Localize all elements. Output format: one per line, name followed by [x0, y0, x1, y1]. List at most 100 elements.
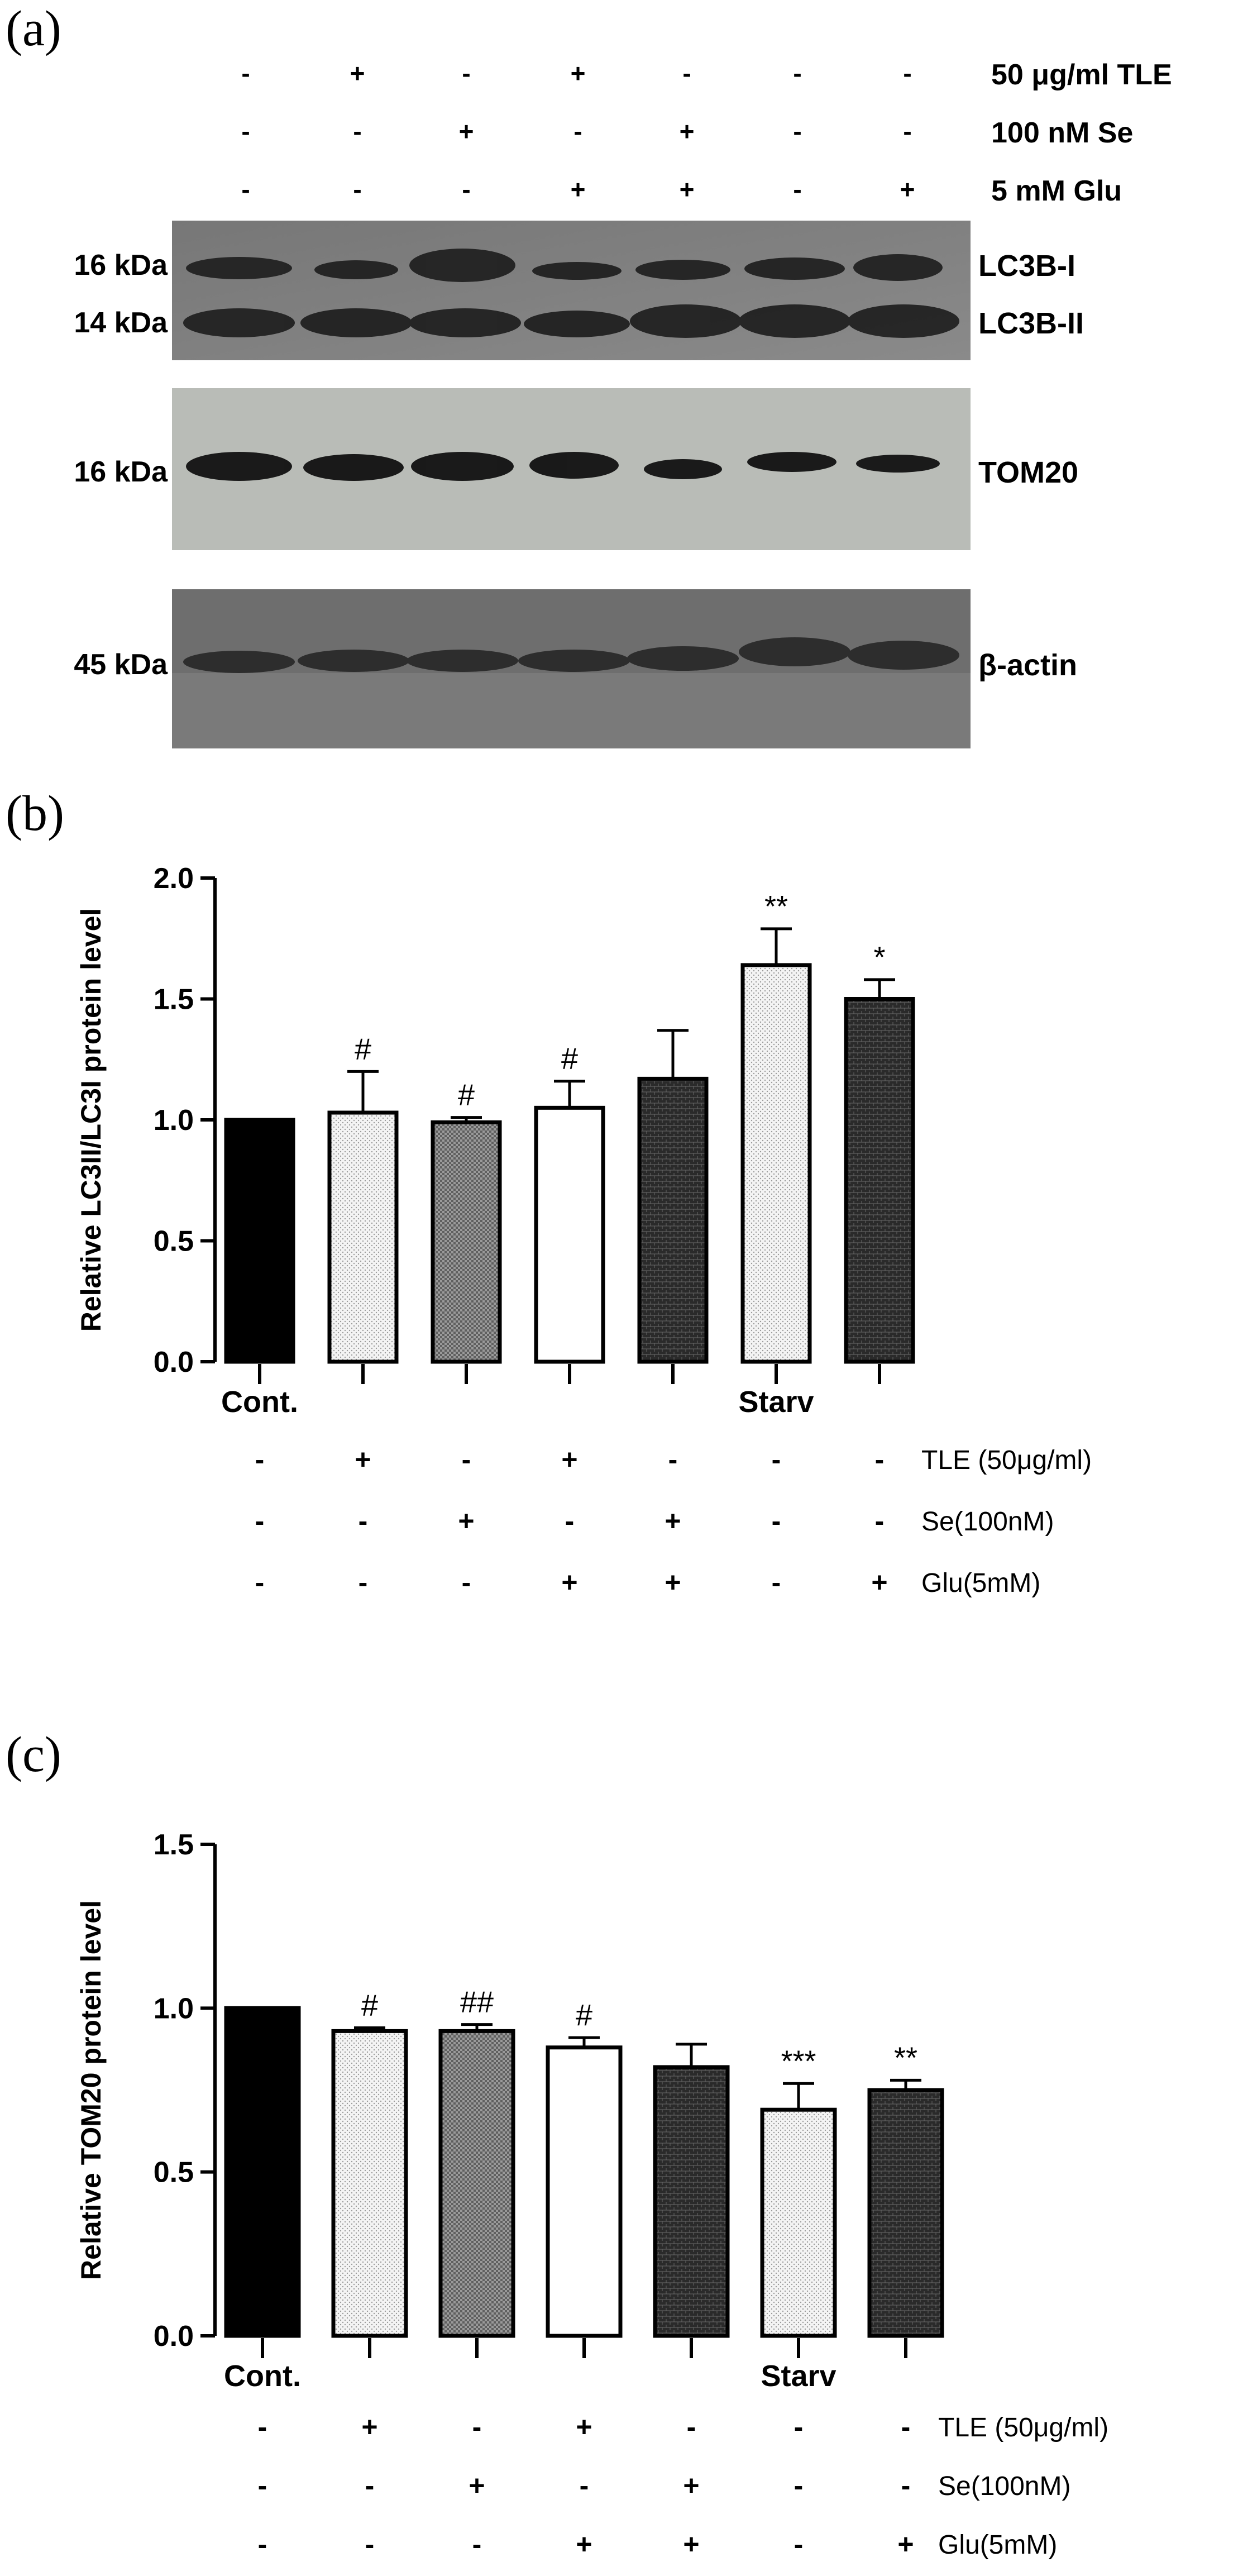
treatment-sign: - [353, 117, 362, 146]
treatment-sign: + [900, 175, 915, 204]
treatment-sign: - [903, 117, 912, 146]
treatment-label-se: 100 nM Se [991, 117, 1134, 149]
treatment-sign: - [241, 59, 250, 88]
treatment-sign: + [561, 1567, 577, 1598]
y-tick-label: 1.0 [154, 1104, 194, 1137]
treatment-sign: - [258, 2470, 267, 2501]
y-tick-label: 0.0 [154, 1346, 194, 1378]
treatment-sign: + [665, 1567, 681, 1598]
significance-label: # [355, 1032, 371, 1066]
kda-label-16: 16 kDa [74, 249, 168, 282]
treatment-sign: - [255, 1444, 265, 1475]
group-label: Starv [761, 2359, 836, 2393]
treatment-sign: - [901, 2470, 911, 2501]
blot-lc3b-image [172, 221, 971, 360]
treatment-sign: + [458, 1505, 474, 1537]
treatment-sign: - [793, 117, 802, 146]
bar-2 [331, 2029, 408, 2338]
significance-label: * [873, 941, 885, 974]
treatment-sign: - [875, 1505, 885, 1537]
treatment-sign: - [687, 2411, 696, 2443]
treatment-sign: - [258, 2411, 267, 2443]
bar-4 [546, 2045, 623, 2338]
y-tick-label: 1.0 [154, 1992, 194, 2025]
group-label: Cont. [224, 2359, 301, 2393]
y-tick-label: 2.0 [154, 862, 194, 895]
treatment-sign: - [255, 1505, 265, 1537]
panel-b-letter: (b) [6, 786, 64, 841]
treatment-sign: + [361, 2411, 377, 2443]
treatment-sign: - [462, 59, 471, 88]
treatment-sign: - [794, 2411, 804, 2443]
treatment-sign: - [901, 2411, 911, 2443]
treatment-sign: - [359, 1505, 368, 1537]
treatment-sign: - [903, 59, 912, 88]
y-tick-label: 0.0 [154, 2320, 194, 2353]
significance-label: ** [764, 890, 788, 923]
panel-a-letter: (a) [6, 1, 61, 56]
treatment-sign: - [682, 59, 691, 88]
bar-5 [637, 1076, 709, 1364]
y-axis-label: Relative LC3II/LC3I protein level [75, 908, 107, 1332]
blot-tom20-image [172, 388, 971, 550]
treatment-sign: + [683, 2529, 699, 2560]
group-label: Starv [738, 1385, 814, 1419]
bar-3 [438, 2029, 515, 2338]
bar-7 [844, 997, 915, 1364]
treatment-sign: - [462, 1567, 471, 1598]
blot-beta-actin-image [172, 589, 971, 748]
treatment-label: TLE (50μg/ml) [921, 1446, 1092, 1475]
bar-3 [431, 1120, 502, 1364]
blot-label-lc3b-ii: LC3B-II [978, 307, 1084, 340]
significance-label: ** [894, 2041, 917, 2074]
treatment-sign: + [570, 59, 586, 88]
treatment-sign: - [875, 1444, 885, 1475]
treatment-label-glu: 5 mM Glu [991, 175, 1122, 207]
treatment-sign: + [355, 1444, 371, 1475]
bar-6 [740, 963, 812, 1364]
treatment-label: Glu(5mM) [921, 1568, 1040, 1598]
treatment-label: Glu(5mM) [938, 2530, 1057, 2560]
treatment-sign: - [772, 1444, 781, 1475]
treatment-sign: + [897, 2529, 914, 2560]
bar-1 [224, 1118, 295, 1364]
treatment-sign: - [668, 1444, 678, 1475]
treatment-sign: - [472, 2411, 482, 2443]
treatment-sign: - [255, 1567, 265, 1598]
bar-2 [327, 1110, 399, 1364]
treatment-sign: - [794, 2529, 804, 2560]
treatment-sign: - [462, 1444, 471, 1475]
treatment-sign: - [793, 59, 802, 88]
blot-tom20 [172, 388, 971, 550]
kda-label-14: 14 kDa [74, 307, 168, 339]
bar-6 [760, 2107, 837, 2338]
bar-1 [224, 2006, 301, 2338]
chart-c: 0.0 0.5 1.0 1.5 Relative TOM20 protein level… [75, 1829, 1108, 2560]
significance-label: *** [781, 2044, 816, 2078]
treatment-sign: + [679, 117, 695, 146]
y-tick-label: 0.5 [154, 1225, 194, 1258]
bar-5 [653, 2065, 730, 2338]
blot-label-lc3b-i: LC3B-I [978, 249, 1076, 283]
treatment-sign: + [871, 1567, 887, 1598]
treatment-sign: + [576, 2529, 592, 2560]
treatment-sign: - [258, 2529, 267, 2560]
panel-c-letter: (c) [6, 1727, 61, 1782]
treatment-sign: - [772, 1505, 781, 1537]
treatment-sign: - [794, 2470, 804, 2501]
significance-label: # [361, 1989, 378, 2022]
treatment-label: Se(100nM) [938, 2472, 1070, 2501]
treatment-sign: - [241, 175, 250, 204]
treatment-sign: - [772, 1567, 781, 1598]
significance-label: # [458, 1079, 475, 1112]
treatment-sign: - [241, 117, 250, 146]
treatment-label-tle: 50 μg/ml TLE [991, 59, 1172, 91]
treatment-sign: + [576, 2411, 592, 2443]
group-label: Cont. [221, 1385, 298, 1419]
kda-label-16-tom20: 16 kDa [74, 456, 168, 488]
y-tick-label: 1.5 [154, 1829, 194, 1861]
treatment-sign: - [580, 2470, 589, 2501]
treatment-label: TLE (50μg/ml) [938, 2413, 1108, 2443]
blot-label-beta-actin: β-actin [978, 648, 1077, 682]
significance-label: # [561, 1042, 578, 1076]
